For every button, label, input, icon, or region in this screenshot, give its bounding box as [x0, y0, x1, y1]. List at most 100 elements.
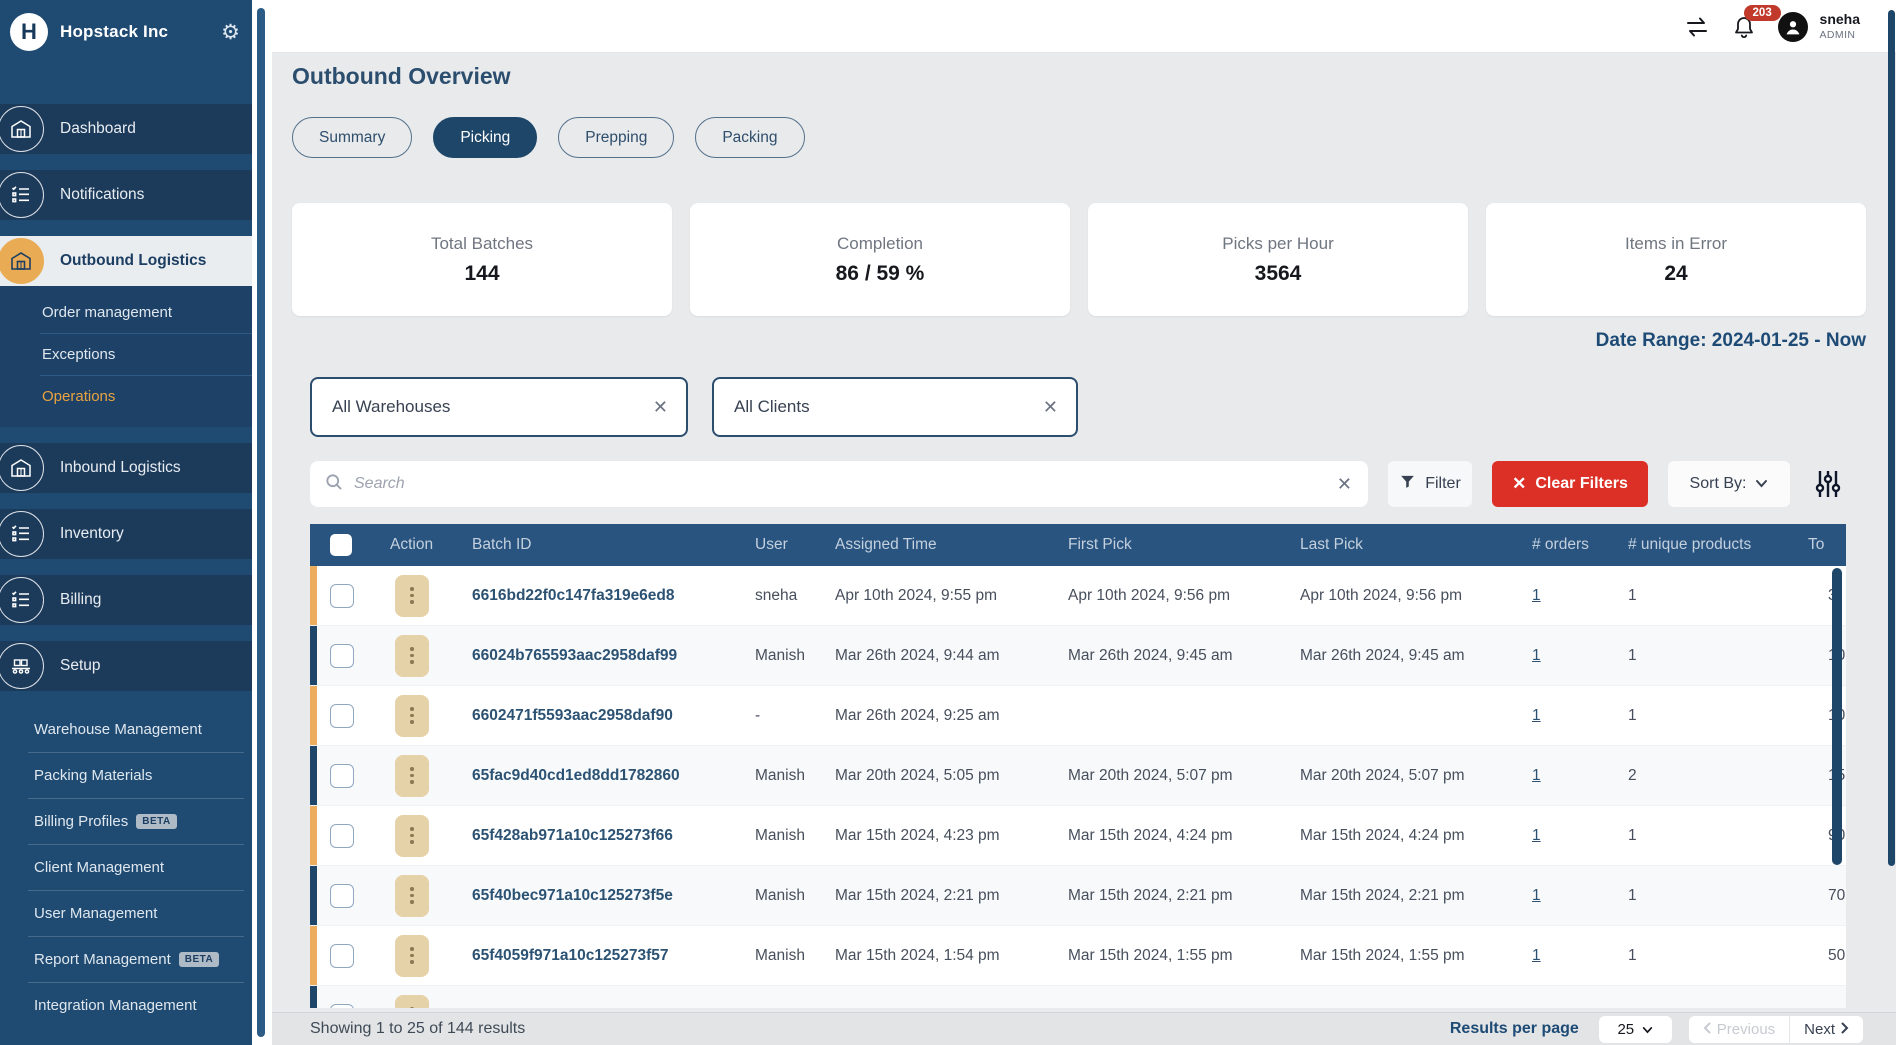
row-checkbox[interactable] — [330, 943, 354, 968]
orders-count-link[interactable]: 1 — [1532, 766, 1541, 784]
row-status-bar — [310, 746, 317, 805]
table-row: 65f40bec971a10c125273f5e Manish Mar 15th… — [310, 866, 1846, 926]
hopstack-logo-icon: H — [10, 13, 48, 51]
table-row: 65f4059f971a10c125273f57 Manish Mar 15th… — [310, 926, 1846, 986]
row-actions-kebab-button[interactable] — [395, 694, 429, 737]
cell-unique-products: 1 — [1628, 826, 1637, 844]
date-range-label: Date Range: 2024-01-25 - Now — [1595, 330, 1866, 351]
funnel-icon — [1399, 473, 1416, 495]
batch-id-link[interactable]: 65f40bec971a10c125273f5e — [472, 886, 673, 904]
batch-id-link[interactable]: 65f4059f971a10c125273f57 — [472, 946, 669, 964]
table-row: 6616bd22f0c147fa319e6ed8 sneha Apr 10th … — [310, 566, 1846, 626]
batch-id-link[interactable]: 66024b765593aac2958daf99 — [472, 646, 678, 664]
orders-count-link[interactable]: 1 — [1532, 586, 1541, 604]
row-checkbox[interactable] — [330, 703, 354, 728]
orders-count-link[interactable]: 1 — [1532, 886, 1541, 904]
sidebar-item-inventory[interactable]: Inventory — [0, 509, 252, 559]
next-page-button[interactable]: Next — [1790, 1015, 1863, 1043]
notifications-bell-icon[interactable]: 203 — [1732, 4, 1781, 40]
search-input[interactable] — [354, 475, 1337, 493]
tab-picking[interactable]: Picking — [433, 117, 538, 158]
orders-count-link[interactable]: 1 — [1532, 646, 1541, 664]
page-size-select[interactable]: 25 — [1598, 1015, 1672, 1043]
row-actions-kebab-button[interactable] — [395, 634, 429, 677]
batch-id-link[interactable]: 6616bd22f0c147fa319e6ed8 — [472, 586, 675, 604]
swap-arrows-icon[interactable] — [1684, 16, 1710, 38]
tab-summary[interactable]: Summary — [292, 117, 413, 158]
sidebar-subitem-warehouse-management[interactable]: Warehouse Management — [34, 721, 202, 738]
sidebar-subitem-user-management[interactable]: User Management — [34, 905, 158, 922]
row-checkbox[interactable] — [330, 643, 354, 668]
tab-packing[interactable]: Packing — [695, 117, 805, 158]
row-status-bar — [310, 626, 317, 685]
clear-filters-button[interactable]: ✕ Clear Filters — [1492, 461, 1648, 507]
sidebar-item-notifications[interactable]: Notifications — [0, 170, 252, 220]
warehouse-filter-select[interactable]: All Warehouses ✕ — [310, 377, 688, 437]
row-actions-kebab-button[interactable] — [395, 934, 429, 977]
sidebar-subitem-billing-profiles[interactable]: Billing Profiles BETA — [0, 799, 252, 844]
row-checkbox[interactable] — [330, 823, 354, 848]
table-body: 6616bd22f0c147fa319e6ed8 sneha Apr 10th … — [310, 566, 1846, 1008]
client-filter-select[interactable]: All Clients ✕ — [712, 377, 1078, 437]
row-actions-kebab-button[interactable] — [395, 994, 429, 1008]
sidebar-item-billing[interactable]: Billing — [0, 575, 252, 625]
select-all-checkbox[interactable] — [330, 534, 352, 556]
warehouse-icon — [0, 445, 44, 491]
clear-search-icon[interactable]: ✕ — [1336, 474, 1352, 494]
user-name: sneha — [1819, 11, 1860, 28]
beta-badge: BETA — [178, 952, 220, 967]
row-actions-kebab-button[interactable] — [395, 814, 429, 857]
sidebar-subitem-integration-management[interactable]: Integration Management — [34, 997, 197, 1014]
sort-by-button[interactable]: Sort By: — [1668, 461, 1790, 507]
results-summary: Showing 1 to 25 of 144 results — [310, 1020, 526, 1037]
sidebar-scrollbar-thumb[interactable] — [257, 8, 265, 1037]
tab-prepping[interactable]: Prepping — [558, 117, 675, 158]
user-info[interactable]: sneha ADMIN — [1820, 11, 1860, 42]
table-scrollbar-thumb[interactable] — [1832, 568, 1842, 865]
gear-icon[interactable]: ⚙ — [221, 20, 240, 44]
batch-id-link[interactable]: 65fac9d40cd1ed8dd1782860 — [472, 766, 680, 784]
row-checkbox[interactable] — [330, 583, 354, 608]
batch-id-link[interactable]: 65f428ab971a10c125273f66 — [472, 826, 673, 844]
sidebar-item-dashboard[interactable]: Dashboard — [0, 104, 252, 154]
topbar: 203 sneha ADMIN — [272, 0, 1896, 53]
user-avatar[interactable] — [1777, 11, 1808, 42]
page-scrollbar-thumb[interactable] — [1888, 10, 1895, 866]
orders-count-link[interactable]: 1 — [1532, 826, 1541, 844]
row-checkbox[interactable] — [330, 1003, 354, 1008]
row-actions-kebab-button[interactable] — [395, 574, 429, 617]
row-actions-kebab-button[interactable] — [395, 874, 429, 917]
divider — [28, 752, 244, 753]
row-status-bar — [310, 566, 317, 625]
row-status-bar — [310, 986, 317, 1008]
orders-count-link[interactable]: 1 — [1532, 946, 1541, 964]
orders-count-link[interactable]: 1 — [1532, 706, 1541, 724]
cell-user: sneha — [755, 586, 798, 604]
clear-warehouse-icon[interactable]: ✕ — [652, 397, 668, 417]
stat-card-total-batches: Total Batches 144 — [292, 203, 672, 316]
filter-button[interactable]: Filter — [1388, 461, 1472, 507]
previous-page-button[interactable]: Previous — [1688, 1015, 1791, 1043]
sidebar-subitem-exceptions[interactable]: Exceptions — [42, 346, 116, 363]
cell-total: 70 — [1828, 886, 1846, 904]
sidebar-subitem-client-management[interactable]: Client Management — [34, 859, 165, 876]
row-checkbox[interactable] — [330, 883, 354, 908]
row-actions-kebab-button[interactable] — [395, 754, 429, 797]
sidebar-subitem-packing-materials[interactable]: Packing Materials — [34, 767, 153, 784]
sidebar-subitem-report-management[interactable]: Report Management BETA — [0, 937, 252, 982]
col-unique-products: # unique products — [1628, 536, 1752, 553]
row-checkbox[interactable] — [330, 763, 354, 788]
sidebar-item-outbound-logistics[interactable]: Outbound Logistics — [0, 236, 252, 286]
sidebar-item-setup[interactable]: Setup — [0, 641, 252, 691]
search-box: ✕ — [310, 461, 1368, 507]
column-settings-sliders-icon[interactable] — [1814, 469, 1842, 499]
pagination-footer: Showing 1 to 25 of 144 results Results p… — [272, 1012, 1896, 1045]
divider — [40, 333, 252, 334]
sidebar-subitem-operations[interactable]: Operations — [42, 388, 116, 405]
batch-id-link[interactable]: 6602471f5593aac2958daf90 — [472, 706, 673, 724]
table-row: 6602471f5593aac2958daf90 - Mar 26th 2024… — [310, 686, 1846, 746]
col-total: To — [1808, 536, 1825, 553]
clear-client-icon[interactable]: ✕ — [1042, 397, 1058, 417]
sidebar-item-inbound-logistics[interactable]: Inbound Logistics — [0, 443, 252, 493]
sidebar-subitem-order-management[interactable]: Order management — [42, 304, 173, 321]
